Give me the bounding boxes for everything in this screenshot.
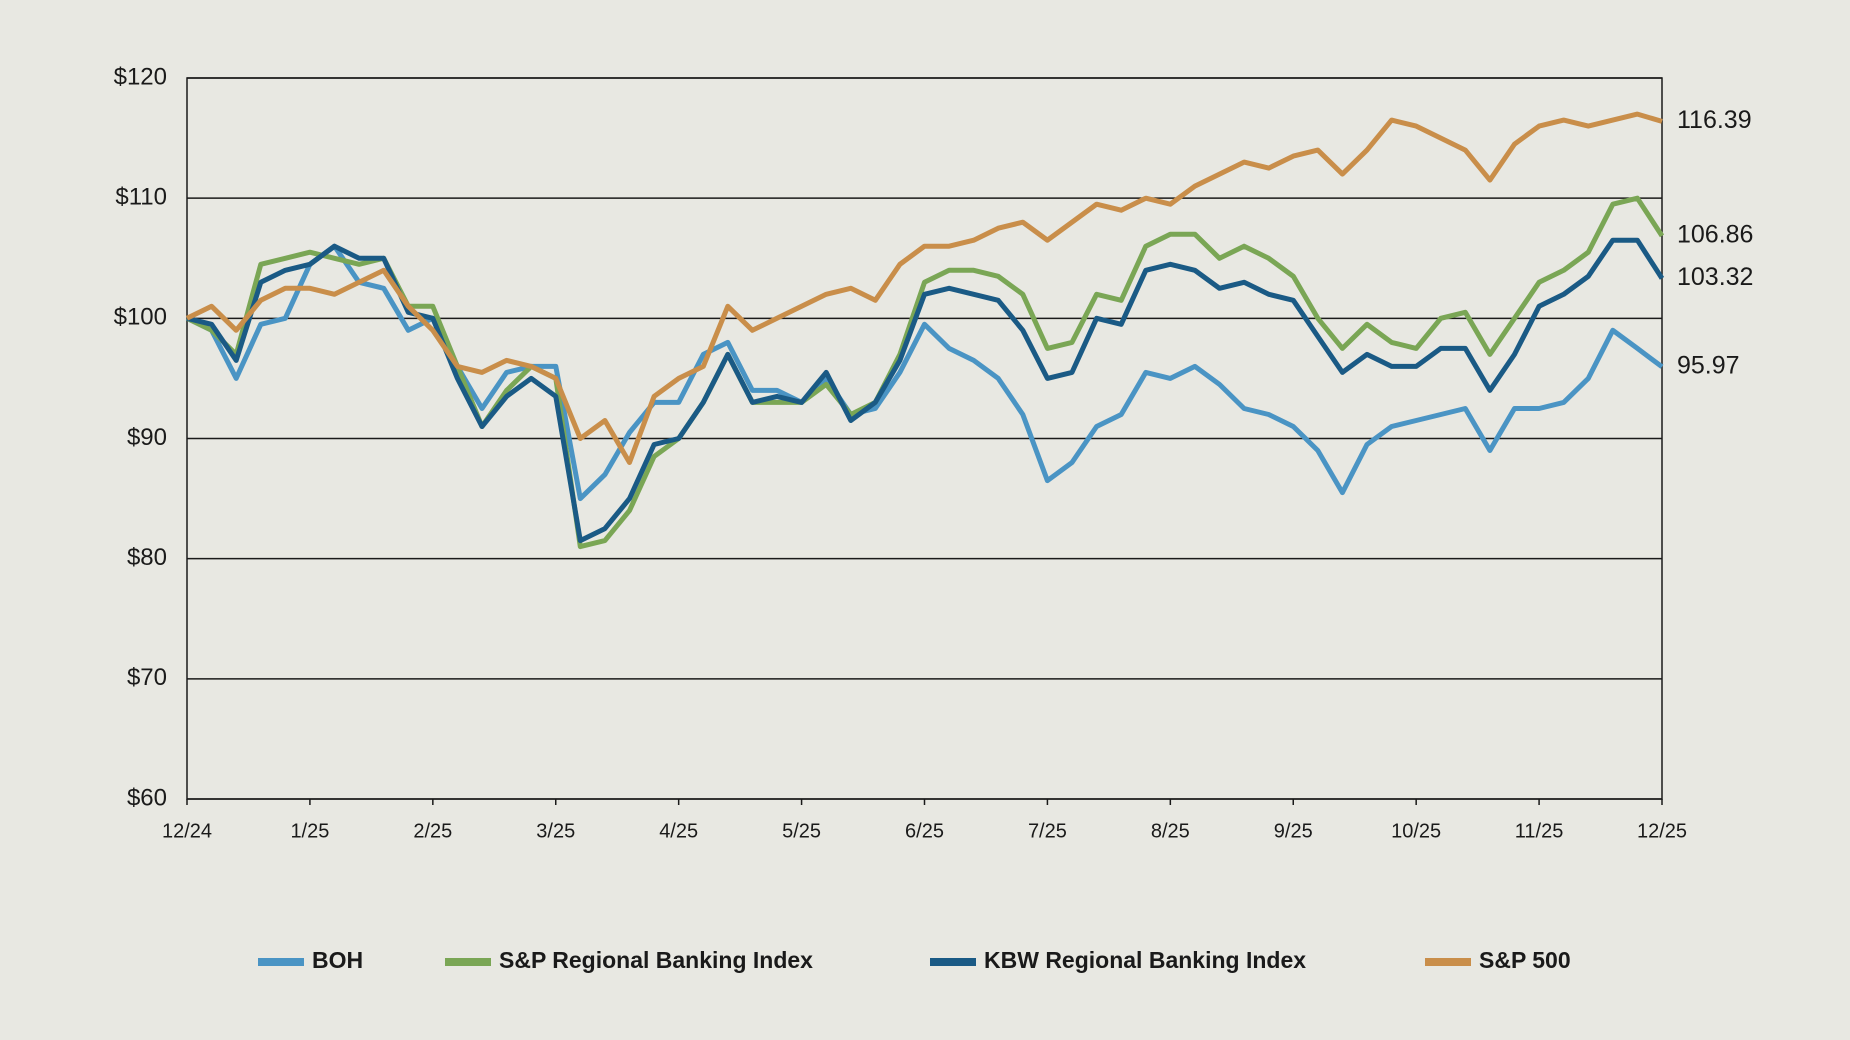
x-tick-label: 2/25 (413, 820, 452, 842)
x-tick-label: 4/25 (659, 820, 698, 842)
y-tick-label: $100 (114, 304, 167, 331)
x-tick-label: 9/25 (1274, 820, 1313, 842)
x-tick-label: 1/25 (290, 820, 329, 842)
x-tick-label: 12/24 (162, 820, 212, 842)
x-tick-label: 6/25 (905, 820, 944, 842)
series-line (185, 111, 1663, 465)
legend-label: S&P Regional Banking Index (499, 947, 813, 973)
plot-frame (186, 77, 1663, 800)
end-value-label: 103.32 (1677, 263, 1753, 291)
series-line (185, 195, 1665, 550)
end-value-label: 116.39 (1677, 106, 1752, 134)
x-tick-label: 11/25 (1515, 820, 1564, 842)
end-value-label: 106.86 (1677, 221, 1753, 249)
y-tick-label: $110 (115, 184, 167, 211)
end-value-label: 95.97 (1677, 351, 1740, 379)
legend-label: S&P 500 (1479, 947, 1571, 973)
x-tick-label: 7/25 (1028, 820, 1067, 842)
x-tick-label: 5/25 (782, 820, 821, 842)
y-tick-label: $90 (127, 424, 167, 451)
series-line (186, 237, 1665, 544)
legend-label: BOH (312, 947, 363, 973)
y-tick-label: $60 (127, 784, 167, 811)
y-tick-label: $120 (114, 63, 167, 90)
y-tick-label: $70 (127, 664, 167, 691)
x-tick-label: 10/25 (1391, 820, 1441, 842)
x-tick-label: 12/25 (1637, 820, 1687, 842)
y-tick-label: $80 (127, 544, 167, 571)
legend-label: KBW Regional Banking Index (984, 947, 1306, 973)
x-tick-label: 8/25 (1151, 820, 1190, 842)
x-tick-label: 3/25 (536, 820, 575, 842)
